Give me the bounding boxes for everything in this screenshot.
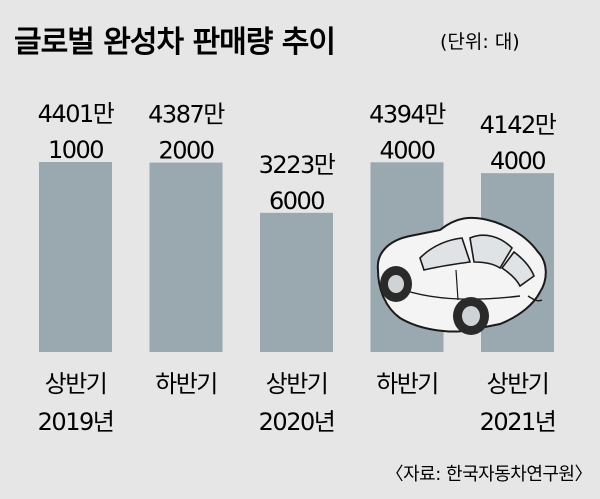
category-label-4-0: 상반기 [487, 370, 549, 398]
value-label-0-1: 1000 [48, 136, 103, 164]
value-label-2-1: 6000 [269, 187, 324, 215]
value-label-4-1: 4000 [490, 147, 545, 175]
value-label-3-0: 4394만 [369, 100, 446, 128]
bar-0 [39, 162, 112, 352]
unit-label: (단위: 대) [440, 31, 520, 53]
chart-title: 글로벌 완성차 판매량 추이 [14, 25, 335, 60]
category-label-1-0: 하반기 [155, 370, 217, 398]
value-labels-group: 4401만 1000 4387만 2000 3223만 6000 4394만 4000 4142… [38, 100, 559, 215]
value-label-4-0: 4142만 [480, 111, 557, 139]
value-label-1-0: 4387만 [148, 101, 225, 129]
car-icon [376, 216, 547, 335]
category-label-3-0: 하반기 [376, 370, 438, 398]
value-label-3-1: 4000 [379, 136, 434, 164]
value-label-0-0: 4401만 [38, 100, 115, 128]
bar-2 [260, 212, 333, 352]
value-label-1-1: 2000 [158, 137, 213, 165]
bar-1 [149, 162, 223, 352]
category-label-2-0: 상반기 [266, 370, 328, 398]
category-label-0-0: 상반기 [45, 370, 107, 398]
category-label-0-1: 2019년 [38, 408, 114, 436]
category-labels-group: 상반기 2019년 하반기 상반기 2020년 하반기 상반기 2021년 [38, 370, 557, 436]
category-label-4-1: 2021년 [480, 408, 556, 436]
category-label-2-1: 2020년 [259, 408, 335, 436]
value-label-2-0: 3223만 [259, 151, 336, 179]
source-label: 〈자료: 한국자동차연구원〉 [386, 464, 592, 485]
